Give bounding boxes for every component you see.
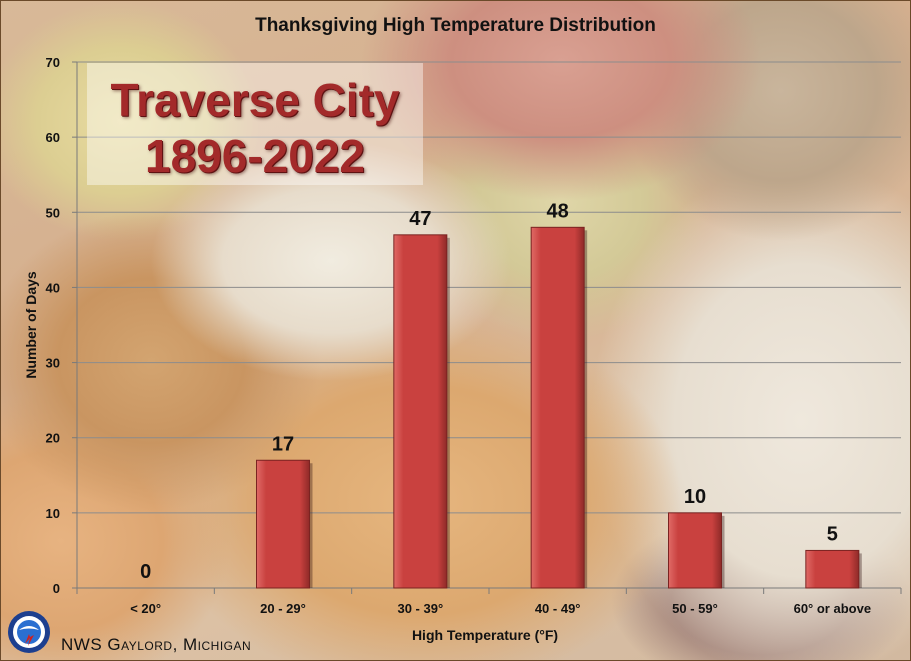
y-tick-label: 0 [53, 581, 60, 596]
bar [668, 512, 722, 589]
bar [805, 549, 860, 589]
location-annotation: Traverse City 1896-2022 [87, 63, 423, 185]
data-label: 5 [827, 523, 838, 545]
y-tick-label: 50 [46, 205, 60, 220]
y-tick-label: 70 [46, 55, 60, 70]
x-tick-label: 50 - 59° [672, 601, 718, 616]
data-label: 10 [684, 486, 706, 508]
period-of-record: 1896-2022 [145, 130, 365, 182]
nws-credit: NWS Gaylord, Michigan [61, 635, 252, 654]
data-label: 0 [140, 561, 151, 583]
y-tick-label: 40 [46, 280, 60, 295]
x-tick-label: 20 - 29° [260, 601, 306, 616]
location-name: Traverse City [110, 74, 400, 126]
bar [530, 226, 585, 589]
x-axis-label: High Temperature (°F) [411, 627, 559, 643]
y-tick-label: 60 [46, 130, 60, 145]
bar [256, 459, 310, 589]
chart-title: Thanksgiving High Temperature Distributi… [255, 15, 656, 36]
y-axis-label: Number of Days [23, 271, 39, 379]
x-tick-label: 60° or above [794, 601, 871, 616]
y-tick-label: 30 [46, 356, 60, 371]
y-tick-label: 10 [46, 506, 60, 521]
data-label: 17 [272, 433, 294, 455]
nws-logo-icon [8, 611, 50, 653]
x-tick-label: 40 - 49° [535, 601, 581, 616]
data-label: 47 [409, 208, 431, 230]
x-tick-label: < 20° [130, 601, 161, 616]
data-label: 48 [547, 200, 569, 222]
y-tick-label: 20 [46, 431, 60, 446]
x-tick-label: 30 - 39° [397, 601, 443, 616]
bar [393, 234, 448, 589]
